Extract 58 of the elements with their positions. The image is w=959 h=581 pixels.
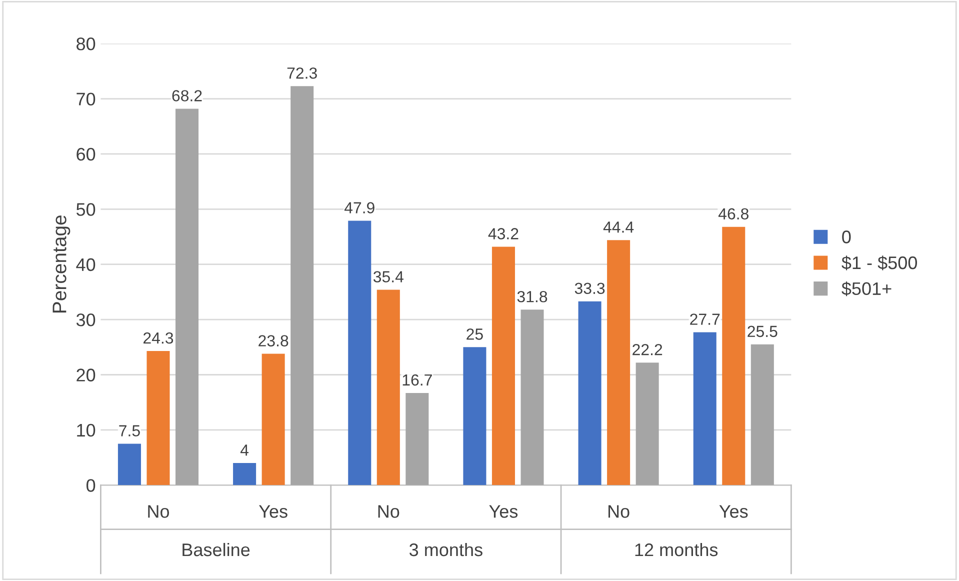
x-tick-label: Yes (489, 505, 518, 518)
bar (722, 226, 746, 486)
bar (376, 290, 400, 486)
text: 12 months (635, 542, 718, 556)
data-label: 23.8 (258, 335, 288, 346)
data-label: 35.4 (373, 271, 404, 282)
x-tick-label: Yes (258, 505, 288, 518)
bar (175, 108, 199, 486)
bar (262, 354, 285, 486)
bar (118, 444, 141, 486)
x-tick-label: No (378, 505, 400, 518)
y-tick-label: 30 (76, 313, 96, 326)
bar (406, 392, 429, 486)
x-tick-label: Yes (719, 505, 748, 518)
bar (348, 220, 372, 486)
data-label: 33.3 (574, 282, 605, 294)
data-label: 25.5 (748, 326, 778, 338)
data-label: 47.9 (344, 202, 374, 214)
y-tick-label: 70 (76, 92, 96, 106)
bar (233, 463, 256, 486)
y-tick-label: 40 (76, 258, 96, 272)
y-tick-label: 0 (86, 479, 96, 492)
legend-label: $1 - $500 (842, 256, 917, 270)
data-label: 24.3 (143, 332, 174, 344)
data-label: 31.8 (517, 290, 548, 302)
data-label: 7.5 (119, 425, 140, 436)
legend-label: 0 (842, 230, 851, 244)
bar (463, 347, 486, 486)
bar (693, 332, 716, 486)
bar (290, 86, 314, 486)
x-tick-label: No (608, 505, 630, 518)
y-tick-label: 80 (76, 38, 96, 50)
data-label: 27.7 (690, 314, 720, 325)
data-label: 25 (466, 328, 483, 340)
bar (750, 344, 774, 486)
data-label: 43.2 (488, 228, 518, 240)
legend-label: $501+ (842, 282, 892, 296)
bar (520, 310, 544, 486)
data-label: 72.3 (287, 67, 317, 79)
data-label: 68.2 (172, 90, 202, 102)
y-tick-label: 20 (76, 368, 96, 382)
data-label: 44.4 (603, 222, 634, 233)
text: 3 months (409, 542, 482, 556)
bar (146, 351, 170, 486)
data-label: 22.2 (632, 344, 662, 356)
y-tick-label: 10 (77, 424, 96, 437)
bar (578, 301, 602, 486)
text: Baseline (182, 542, 250, 556)
y-axis-title: Percentage (52, 215, 70, 312)
bar (607, 240, 630, 486)
bar (636, 362, 659, 486)
y-tick-label: 60 (76, 148, 96, 161)
x-tick-label: No (148, 505, 170, 518)
data-label: 4 (240, 444, 249, 456)
y-tick-label: 50 (76, 203, 96, 216)
data-label: 16.7 (402, 374, 432, 386)
data-label: 46.8 (718, 208, 748, 220)
bar (492, 246, 515, 486)
